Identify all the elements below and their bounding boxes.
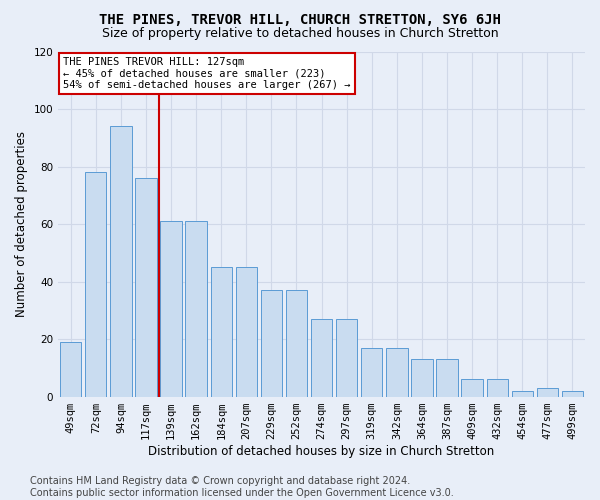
Bar [562, 391, 583, 396]
Y-axis label: Number of detached properties: Number of detached properties [15, 131, 28, 317]
Bar [185, 221, 207, 396]
Text: Contains HM Land Registry data © Crown copyright and database right 2024.
Contai: Contains HM Land Registry data © Crown c… [30, 476, 454, 498]
Text: THE PINES TREVOR HILL: 127sqm
← 45% of detached houses are smaller (223)
54% of : THE PINES TREVOR HILL: 127sqm ← 45% of d… [64, 56, 351, 90]
Bar [512, 391, 533, 396]
X-axis label: Distribution of detached houses by size in Church Stretton: Distribution of detached houses by size … [148, 444, 495, 458]
Bar [110, 126, 131, 396]
Bar [60, 342, 82, 396]
Bar [436, 359, 458, 397]
Bar [487, 380, 508, 396]
Bar [136, 178, 157, 396]
Bar [311, 319, 332, 396]
Bar [85, 172, 106, 396]
Bar [537, 388, 558, 396]
Bar [361, 348, 382, 397]
Bar [160, 221, 182, 396]
Bar [411, 359, 433, 397]
Bar [336, 319, 358, 396]
Text: Size of property relative to detached houses in Church Stretton: Size of property relative to detached ho… [101, 28, 499, 40]
Text: THE PINES, TREVOR HILL, CHURCH STRETTON, SY6 6JH: THE PINES, TREVOR HILL, CHURCH STRETTON,… [99, 12, 501, 26]
Bar [211, 267, 232, 396]
Bar [461, 380, 483, 396]
Bar [236, 267, 257, 396]
Bar [286, 290, 307, 397]
Bar [386, 348, 407, 397]
Bar [261, 290, 282, 397]
